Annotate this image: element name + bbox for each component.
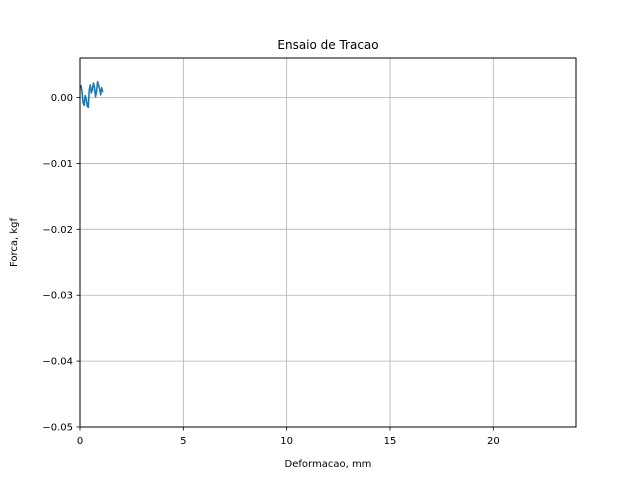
x-tick-label: 20 xyxy=(487,436,500,447)
y-axis-label: Forca, kgf xyxy=(9,218,20,268)
x-axis: 0 5 10 15 20 xyxy=(77,427,500,447)
y-tick-label: −0.01 xyxy=(42,159,73,170)
x-tick-label: 0 xyxy=(77,436,83,447)
x-tick-label: 15 xyxy=(384,436,397,447)
y-tick-label: −0.02 xyxy=(42,225,73,236)
x-tick-label: 5 xyxy=(180,436,186,447)
y-tick-label: −0.04 xyxy=(42,357,73,368)
x-tick-label: 10 xyxy=(280,436,293,447)
chart-title: Ensaio de Tracao xyxy=(277,38,378,52)
x-axis-label: Deformacao, mm xyxy=(285,459,372,470)
series-lines xyxy=(79,80,104,109)
y-axis: 0.00 −0.01 −0.02 −0.03 −0.04 −0.05 xyxy=(42,93,80,434)
y-tick-label: −0.05 xyxy=(42,423,73,434)
y-tick-label: 0.00 xyxy=(51,93,73,104)
plot-frame xyxy=(79,57,577,428)
series-line xyxy=(79,80,104,109)
y-tick-label: −0.03 xyxy=(42,291,73,302)
